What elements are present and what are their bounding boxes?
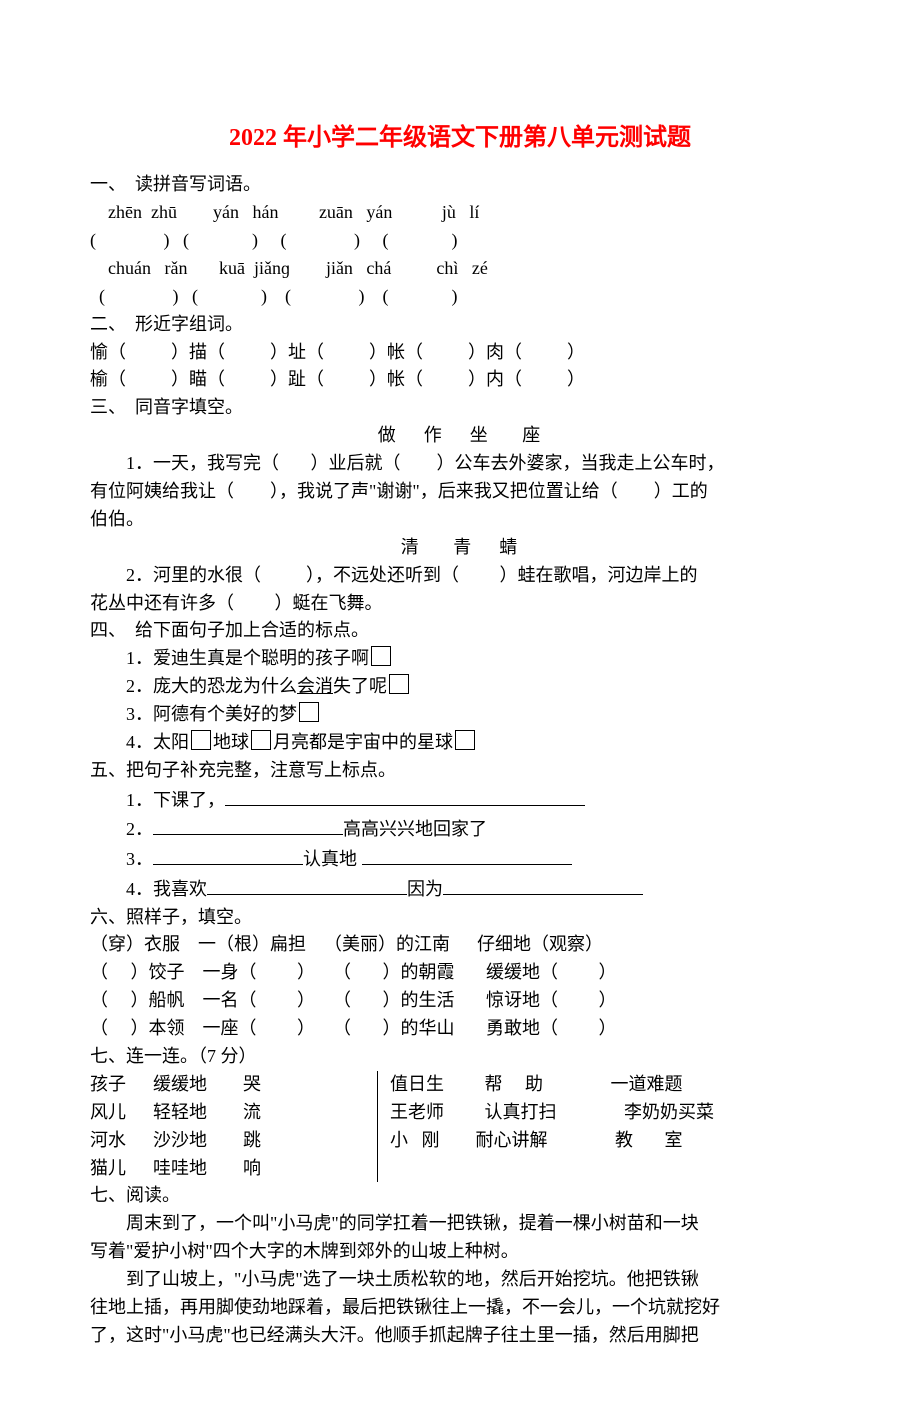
blank-line [225, 785, 585, 806]
sec3-group1-chars: 做 作 坐 座 [90, 422, 830, 450]
sec6-heading: 六、照样子，填空。 [90, 904, 830, 932]
section-4: 四、 给下面句子加上合适的标点。 1．爱迪生真是个聪明的孩子啊 2．庞大的恐龙为… [90, 617, 830, 756]
sec5-q1-text: 1．下课了， [126, 790, 225, 810]
blank-line [362, 844, 572, 865]
sec4-q4: 4．太阳 地球 月亮都是宇宙中的星球 [90, 729, 830, 757]
section-6: 六、照样子，填空。 （穿）衣服 一（根）扁担 （美丽）的江南 仔细地（观察） （… [90, 904, 830, 1043]
sec5-q4b: 因为 [407, 879, 443, 899]
sec7-right-row: 王老师 认真打扫 李奶奶买菜 [390, 1099, 830, 1127]
sec7-left-row: 河水 沙沙地 跳 [90, 1127, 365, 1155]
sec4-q2-b: 会消 [297, 676, 333, 696]
sec3-group2-chars: 清 青 蜻 [90, 534, 830, 562]
sec1-heading: 一、 读拼音写词语。 [90, 171, 830, 199]
section-3: 三、 同音字填空。 做 作 坐 座 1．一天，我写完（ ）业后就（ ）公车去外婆… [90, 394, 830, 617]
sec5-q3: 3．认真地 [90, 844, 830, 874]
sec1-pinyin-2: chuán rǎn kuā jiǎnɡ jiǎn chá chì zé [90, 255, 830, 283]
paper-title: 2022 年小学二年级语文下册第八单元测试题 [90, 120, 830, 157]
sec1-paren-2: ( ) ( ) ( ) ( ) [90, 283, 830, 311]
sec8-p2: 到了山坡上，"小马虎"选了一块土质松软的地，然后开始挖坑。他把铁锹 [90, 1266, 830, 1294]
sec7-left-row: 风儿 轻轻地 流 [90, 1099, 365, 1127]
sec5-q4a: 4．我喜欢 [126, 879, 207, 899]
sec5-heading: 五、把句子补充完整，注意写上标点。 [90, 757, 830, 785]
answer-box-icon [191, 730, 211, 750]
sec8-heading: 七、阅读。 [90, 1182, 830, 1210]
sec4-q1: 1．爱迪生真是个聪明的孩子啊 [90, 645, 830, 673]
sec5-q2-suffix: 高高兴兴地回家了 [343, 819, 487, 839]
sec1-paren-1: ( ) ( ) ( ) ( ) [90, 227, 830, 255]
sec1-pinyin-1: zhēn zhū yán hán zuān yán jù lí [90, 199, 830, 227]
sec8-p2c: 了，这时"小马虎"也已经满头大汗。他顺手抓起牌子往土里一插，然后用脚把 [90, 1322, 830, 1350]
sec6-r3: （ ）本领 一座（ ） （ ）的华山 勇敢地（ ） [90, 1015, 830, 1043]
sec7-right-row: 值日生 帮 助 一道难题 [390, 1071, 830, 1099]
sec7-left-row: 猫儿 哇哇地 响 [90, 1155, 365, 1183]
sec4-q3: 3．阿德有个美好的梦 [90, 701, 830, 729]
sec8-p1: 周末到了，一个叫"小马虎"的同学扛着一把铁锹，提着一棵小树苗和一块 [90, 1210, 830, 1238]
test-paper-page: 2022 年小学二年级语文下册第八单元测试题 一、 读拼音写词语。 zhēn z… [0, 0, 920, 1410]
section-5: 五、把句子补充完整，注意写上标点。 1．下课了， 2．高高兴兴地回家了 3．认真… [90, 757, 830, 904]
section-2: 二、 形近字组词。 愉（ ）描（ ）址（ ）帐（ ）肉（ ） 榆（ ）瞄（ ）趾… [90, 311, 830, 395]
answer-box-icon [455, 730, 475, 750]
sec4-q4a: 4．太阳 [126, 732, 189, 752]
sec4-heading: 四、 给下面句子加上合适的标点。 [90, 617, 830, 645]
sec8-p1b: 写着"爱护小树"四个大字的木牌到郊外的山坡上种树。 [90, 1238, 830, 1266]
blank-line [207, 874, 407, 895]
sec6-r1: （ ）饺子 一身（ ） （ ）的朝霞 缓缓地（ ） [90, 959, 830, 987]
section-7: 七、连一连。（7 分） 孩子 缓缓地 哭 风儿 轻轻地 流 河水 沙沙地 跳 猫… [90, 1043, 830, 1182]
section-1: 一、 读拼音写词语。 zhēn zhū yán hán zuān yán jù … [90, 171, 830, 310]
sec7-left-col: 孩子 缓缓地 哭 风儿 轻轻地 流 河水 沙沙地 跳 猫儿 哇哇地 响 [90, 1071, 365, 1183]
sec7-heading: 七、连一连。（7 分） [90, 1043, 830, 1071]
sec5-q4: 4．我喜欢 因为 [90, 874, 830, 904]
sec6-r2: （ ）船帆 一名（ ） （ ）的生活 惊讶地（ ） [90, 987, 830, 1015]
answer-box-icon [389, 674, 409, 694]
sec5-q2: 2．高高兴兴地回家了 [90, 814, 830, 844]
sec3-q1a: 1．一天，我写完（ ）业后就（ ）公车去外婆家，当我走上公车时， [90, 450, 830, 478]
sec7-right-row: 小 刚 耐心讲解 教 室 [390, 1127, 830, 1155]
sec4-q4b: 地球 [213, 732, 249, 752]
sec4-q1-text: 1．爱迪生真是个聪明的孩子啊 [126, 648, 369, 668]
sec5-q1: 1．下课了， [90, 785, 830, 815]
blank-line [153, 814, 343, 835]
blank-line [153, 844, 303, 865]
blank-line [443, 874, 643, 895]
sec3-q1c: 伯伯。 [90, 506, 830, 534]
sec7-right-col: 值日生 帮 助 一道难题 王老师 认真打扫 李奶奶买菜 小 刚 耐心讲解 教 室 [390, 1071, 830, 1183]
sec7-left-row: 孩子 缓缓地 哭 [90, 1071, 365, 1099]
sec4-q4c: 月亮都是宇宙中的星球 [273, 732, 453, 752]
sec6-example: （穿）衣服 一（根）扁担 （美丽）的江南 仔细地（观察） [90, 931, 830, 959]
sec4-q2-a: 2．庞大的恐龙为什么 [126, 676, 297, 696]
sec2-heading: 二、 形近字组词。 [90, 311, 830, 339]
sec3-heading: 三、 同音字填空。 [90, 394, 830, 422]
answer-box-icon [299, 702, 319, 722]
sec2-row-2: 榆（ ）瞄（ ）趾（ ）帐（ ）内（ ） [90, 366, 830, 394]
sec8-p2b: 往地上插，再用脚使劲地踩着，最后把铁锹往上一撬，不一会儿，一个坑就挖好 [90, 1294, 830, 1322]
sec4-q2: 2．庞大的恐龙为什么会消失了呢 [90, 673, 830, 701]
sec3-q2a: 2．河里的水很（ ），不远处还听到（ ）蛙在歌唱，河边岸上的 [90, 562, 830, 590]
sec3-q2b: 花丛中还有许多（ ）蜓在飞舞。 [90, 590, 830, 618]
answer-box-icon [251, 730, 271, 750]
sec7-columns: 孩子 缓缓地 哭 风儿 轻轻地 流 河水 沙沙地 跳 猫儿 哇哇地 响 值日生 … [90, 1071, 830, 1183]
sec3-q1b: 有位阿姨给我让（ ），我说了声"谢谢"，后来我又把位置让给（ ）工的 [90, 478, 830, 506]
answer-box-icon [371, 646, 391, 666]
sec2-row-1: 愉（ ）描（ ）址（ ）帐（ ）肉（ ） [90, 339, 830, 367]
vertical-divider-icon [377, 1071, 378, 1183]
sec4-q2-c: 失了呢 [333, 676, 387, 696]
sec5-q3-mid: 认真地 [303, 849, 357, 869]
section-8: 七、阅读。 周末到了，一个叫"小马虎"的同学扛着一把铁锹，提着一棵小树苗和一块 … [90, 1182, 830, 1349]
sec4-q3-text: 3．阿德有个美好的梦 [126, 704, 297, 724]
